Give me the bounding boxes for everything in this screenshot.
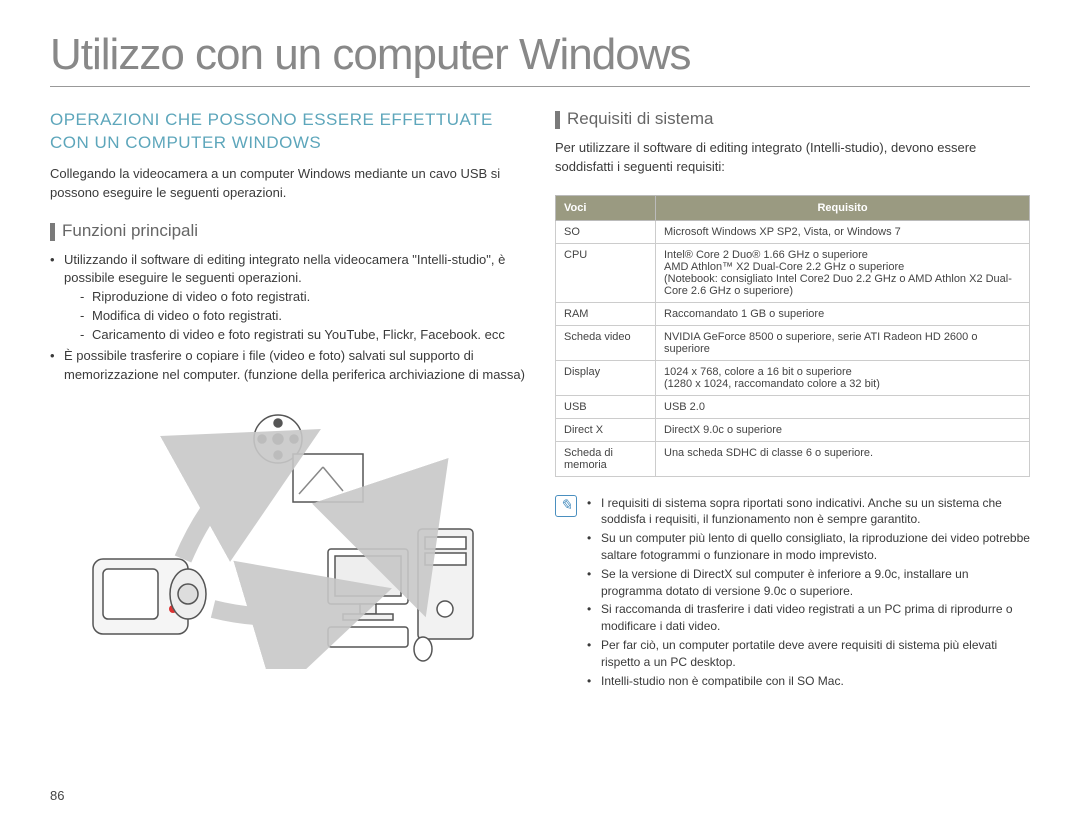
left-section-heading: OPERAZIONI CHE POSSONO ESSERE EFFETTUATE…: [50, 109, 525, 155]
camera-pc-illustration: [50, 404, 525, 674]
info-icon: ✎: [555, 495, 577, 517]
sub-item: Riproduzione di video o foto registrati.: [80, 288, 525, 307]
note-item: Per far ciò, un computer portatile deve …: [587, 637, 1030, 671]
left-subheading: Funzioni principali: [50, 221, 525, 241]
table-row: CPUIntel® Core 2 Duo® 1.66 GHz o superio…: [556, 243, 1030, 302]
left-intro: Collegando la videocamera a un computer …: [50, 165, 525, 203]
title-rule: [50, 86, 1030, 87]
right-intro: Per utilizzare il software di editing in…: [555, 139, 1030, 177]
left-bullet-list: Utilizzando il software di editing integ…: [50, 251, 525, 385]
note-item: Si raccomanda di trasferire i dati video…: [587, 601, 1030, 635]
table-row: Direct XDirectX 9.0c o superiore: [556, 418, 1030, 441]
table-header-voci: Voci: [556, 195, 656, 220]
note-item: Su un computer più lento di quello consi…: [587, 530, 1030, 564]
sub-item: Modifica di video o foto registrati.: [80, 307, 525, 326]
page-number: 86: [50, 788, 64, 803]
table-row: RAMRaccomandato 1 GB o superiore: [556, 302, 1030, 325]
right-subheading: Requisiti di sistema: [555, 109, 1030, 129]
right-column: Requisiti di sistema Per utilizzare il s…: [555, 109, 1030, 691]
table-row: Scheda di memoriaUna scheda SDHC di clas…: [556, 441, 1030, 476]
table-row: USBUSB 2.0: [556, 395, 1030, 418]
list-item: È possibile trasferire o copiare i file …: [50, 347, 525, 385]
notes-box: ✎ I requisiti di sistema sopra riportati…: [555, 495, 1030, 692]
note-item: I requisiti di sistema sopra riportati s…: [587, 495, 1030, 529]
bullet-text: Utilizzando il software di editing integ…: [64, 252, 505, 286]
sub-item: Caricamento di video e foto registrati s…: [80, 326, 525, 345]
table-header-requisito: Requisito: [656, 195, 1030, 220]
table-row: SOMicrosoft Windows XP SP2, Vista, or Wi…: [556, 220, 1030, 243]
notes-list: I requisiti di sistema sopra riportati s…: [587, 495, 1030, 692]
list-item: Utilizzando il software di editing integ…: [50, 251, 525, 345]
note-item: Intelli-studio non è compatibile con il …: [587, 673, 1030, 690]
requirements-table: Voci Requisito SOMicrosoft Windows XP SP…: [555, 195, 1030, 477]
table-row: Scheda videoNVIDIA GeForce 8500 o superi…: [556, 325, 1030, 360]
note-item: Se la versione di DirectX sul computer è…: [587, 566, 1030, 600]
page-title: Utilizzo con un computer Windows: [50, 30, 1030, 80]
table-row: Display1024 x 768, colore a 16 bit o sup…: [556, 360, 1030, 395]
bullet-text: È possibile trasferire o copiare i file …: [64, 348, 525, 382]
left-column: OPERAZIONI CHE POSSONO ESSERE EFFETTUATE…: [50, 109, 525, 691]
